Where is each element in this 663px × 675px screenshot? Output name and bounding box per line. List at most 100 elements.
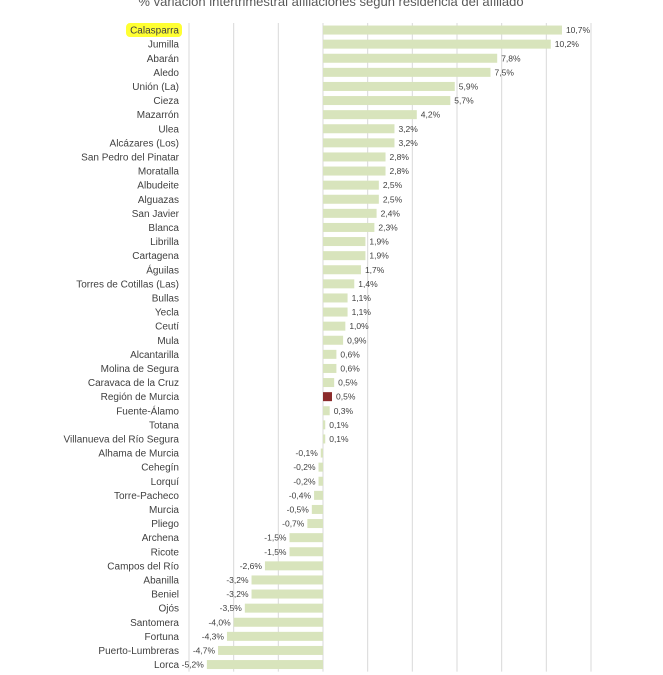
category-label: Yecla bbox=[155, 308, 180, 319]
data-label: 1,4% bbox=[358, 279, 378, 289]
bar bbox=[323, 378, 335, 388]
bar bbox=[251, 575, 323, 585]
category-label: Torre-Pacheco bbox=[114, 491, 179, 502]
bar bbox=[323, 222, 375, 232]
bar bbox=[311, 504, 323, 514]
bar bbox=[323, 53, 498, 63]
bar bbox=[323, 392, 332, 402]
bar bbox=[289, 547, 323, 557]
bar bbox=[323, 25, 562, 35]
category-label: Cehegín bbox=[141, 463, 179, 474]
data-label: 1,0% bbox=[349, 321, 369, 331]
category-label: Campos del Río bbox=[107, 561, 179, 572]
data-label: -0,2% bbox=[293, 462, 316, 472]
data-label: 1,9% bbox=[369, 237, 389, 247]
bar bbox=[307, 519, 323, 529]
category-label: Pliego bbox=[151, 519, 179, 530]
category-label: Archena bbox=[142, 533, 180, 544]
data-label: -0,7% bbox=[282, 519, 305, 529]
bar bbox=[323, 335, 344, 345]
data-label: 0,5% bbox=[336, 392, 356, 402]
category-label: Ceutí bbox=[155, 322, 179, 333]
data-label: -5,2% bbox=[182, 660, 205, 670]
category-label: Abanilla bbox=[143, 575, 179, 586]
data-label: -1,5% bbox=[264, 547, 287, 557]
data-label: 1,1% bbox=[352, 307, 372, 317]
category-label: Puerto-Lumbreras bbox=[98, 646, 179, 657]
bar bbox=[244, 603, 323, 613]
bar bbox=[318, 476, 323, 486]
bar bbox=[289, 533, 323, 543]
bar bbox=[323, 265, 361, 275]
bar bbox=[314, 490, 323, 500]
category-label: Blanca bbox=[148, 223, 179, 234]
data-label: 0,1% bbox=[329, 420, 349, 430]
data-label: 10,7% bbox=[566, 25, 591, 35]
category-label: Ulea bbox=[158, 124, 179, 135]
category-label: Cartagena bbox=[132, 251, 179, 262]
data-label: -0,5% bbox=[287, 504, 310, 514]
data-label: 2,4% bbox=[381, 208, 401, 218]
category-label: Moratalla bbox=[138, 167, 180, 178]
bar bbox=[323, 81, 455, 91]
bar bbox=[251, 589, 323, 599]
category-label: Aledo bbox=[153, 68, 179, 79]
bar bbox=[323, 434, 326, 444]
bar bbox=[323, 321, 346, 331]
gridlines bbox=[188, 23, 592, 672]
data-label: 7,8% bbox=[501, 53, 521, 63]
data-label: 7,5% bbox=[495, 67, 515, 77]
data-label: 1,7% bbox=[365, 265, 385, 275]
category-label: Murcia bbox=[149, 505, 179, 516]
value-labels: 10,7%10,2%7,8%7,5%5,9%5,7%4,2%3,2%3,2%2,… bbox=[182, 25, 591, 670]
data-label: 2,5% bbox=[383, 180, 403, 190]
category-label: Bullas bbox=[152, 293, 179, 304]
bar bbox=[320, 448, 323, 458]
data-label: 2,3% bbox=[378, 222, 398, 232]
data-label: -3,5% bbox=[220, 603, 243, 613]
bar bbox=[323, 420, 326, 430]
category-label: Ricote bbox=[151, 547, 180, 558]
data-label: -3,2% bbox=[226, 589, 249, 599]
data-label: 2,8% bbox=[390, 152, 410, 162]
category-label: Villanueva del Río Segura bbox=[64, 434, 180, 445]
category-label: Torres de Cotillas (Las) bbox=[76, 279, 179, 290]
data-label: 0,5% bbox=[338, 378, 358, 388]
data-label: 1,1% bbox=[352, 293, 372, 303]
bars bbox=[206, 25, 562, 670]
bar bbox=[323, 96, 451, 106]
bar bbox=[233, 617, 323, 627]
bar bbox=[323, 67, 491, 77]
data-label: -4,0% bbox=[208, 617, 231, 627]
category-label: Molina de Segura bbox=[101, 364, 180, 375]
category-label: San Pedro del Pinatar bbox=[81, 152, 180, 163]
data-label: 3,2% bbox=[398, 124, 418, 134]
category-label: Santomera bbox=[130, 618, 179, 629]
bar bbox=[264, 561, 323, 571]
data-label: -0,2% bbox=[293, 476, 316, 486]
data-label: -0,4% bbox=[289, 490, 312, 500]
bar bbox=[323, 349, 337, 359]
bar bbox=[318, 462, 323, 472]
bar bbox=[323, 138, 395, 148]
category-label: Fuente-Álamo bbox=[116, 404, 179, 417]
chart-title: % variación intertrimestral afiliaciones… bbox=[138, 0, 523, 9]
category-label: Unión (La) bbox=[132, 82, 179, 93]
bar bbox=[323, 307, 348, 317]
bar bbox=[323, 406, 330, 416]
category-label: Región de Murcia bbox=[101, 392, 180, 403]
category-label: Lorca bbox=[154, 660, 179, 671]
category-label: Beniel bbox=[151, 590, 179, 601]
data-label: 4,2% bbox=[421, 110, 441, 120]
bar bbox=[323, 363, 337, 373]
category-labels: Calasparra Jumilla Abarán Aledo Unión (La) Ci… bbox=[64, 23, 182, 671]
bar bbox=[323, 124, 395, 134]
category-label: Alcantarilla bbox=[130, 350, 179, 361]
data-label: 0,9% bbox=[347, 335, 367, 345]
bar bbox=[323, 251, 366, 261]
category-label: Albudeite bbox=[137, 181, 179, 192]
bar bbox=[323, 152, 386, 162]
data-label: -4,7% bbox=[193, 645, 216, 655]
data-label: -0,1% bbox=[296, 448, 319, 458]
